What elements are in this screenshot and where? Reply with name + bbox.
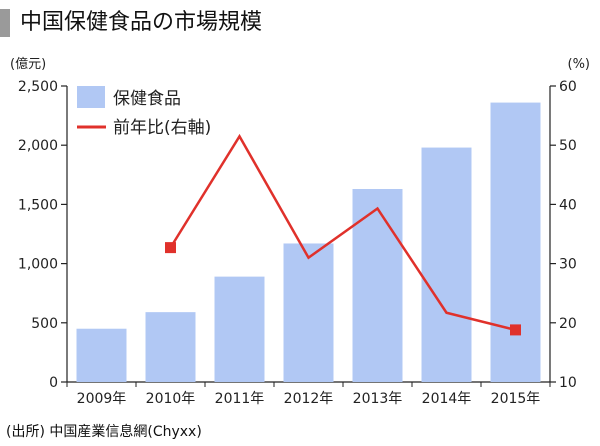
right-axis-unit: (%) — [568, 57, 591, 72]
x-tick-label: 2010年 — [146, 391, 196, 407]
right-tick-label: 30 — [559, 257, 577, 273]
x-tick-label: 2012年 — [284, 391, 334, 407]
x-tick-label: 2015年 — [491, 391, 541, 407]
left-tick-label: 1,500 — [18, 197, 58, 213]
right-tick-label: 20 — [559, 316, 577, 332]
right-tick-label: 10 — [559, 375, 577, 391]
right-tick-label: 50 — [559, 138, 577, 154]
tick-labels: (億元) (%) 0 500 1,000 1,500 2,000 2,500 10 20 30 40 5… — [10, 56, 590, 407]
right-tick-label: 40 — [559, 197, 577, 213]
growth-line — [169, 133, 516, 332]
left-tick-label: 2,500 — [18, 79, 58, 95]
bar — [76, 328, 127, 382]
line-marker — [510, 324, 521, 336]
x-tick-label: 2011年 — [215, 391, 265, 407]
bar — [145, 312, 196, 382]
line-marker — [165, 242, 176, 254]
left-tick-label: 1,000 — [18, 257, 58, 273]
left-axis-unit: (億元) — [10, 56, 46, 72]
bar — [421, 147, 472, 382]
x-tick-label: 2014年 — [422, 391, 472, 407]
chart-title: 中国保健食品の市場規模 — [20, 10, 263, 35]
bar — [283, 243, 334, 382]
bar — [214, 276, 265, 382]
legend-line-label: 前年比(右軸) — [113, 118, 211, 138]
right-tick-label: 60 — [559, 79, 577, 95]
x-tick-label: 2009年 — [77, 391, 127, 407]
legend-bar-swatch — [77, 86, 105, 108]
bar — [490, 102, 541, 383]
bar-series — [76, 102, 541, 383]
left-tick-label: 2,000 — [18, 138, 58, 154]
source-note: (出所) 中国産業信息網(Chyxx) — [6, 424, 202, 440]
bar — [352, 189, 403, 382]
left-tick-label: 0 — [49, 375, 58, 391]
title-accent-bar — [0, 9, 10, 37]
chart: (億元) (%) 0 500 1,000 1,500 2,000 2,500 10 20 30 40 5… — [10, 56, 590, 407]
legend-bar-label: 保健食品 — [113, 89, 181, 109]
line-series — [165, 133, 521, 336]
left-tick-label: 500 — [31, 316, 58, 332]
x-tick-label: 2013年 — [353, 391, 403, 407]
